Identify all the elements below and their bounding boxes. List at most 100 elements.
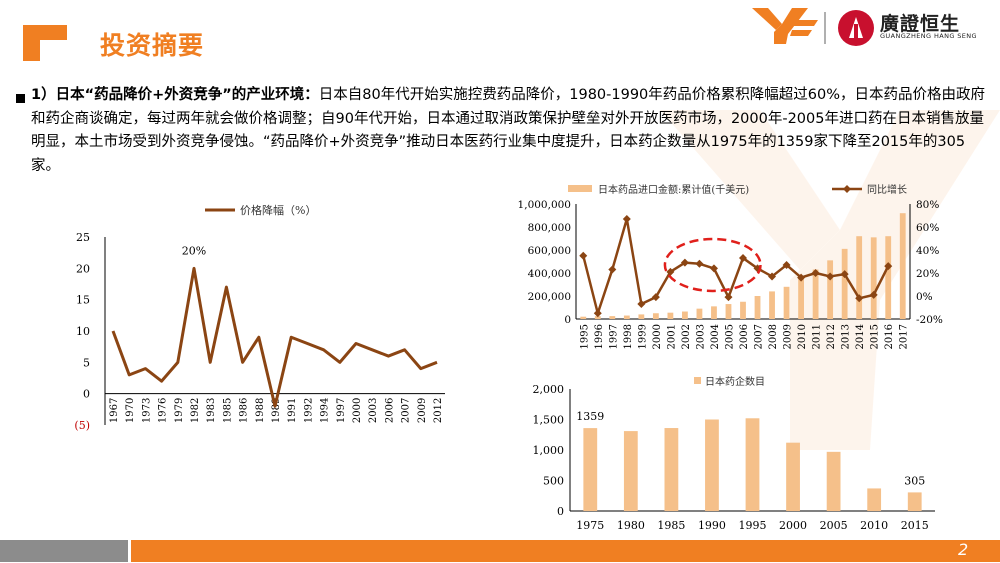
y-left-tick-label: 600,000 — [528, 245, 571, 257]
y-left-tick-label: 400,000 — [528, 268, 571, 280]
import-bar — [711, 306, 717, 319]
x-tick-label: 1979 — [174, 398, 185, 423]
x-tick-label: 1991 — [287, 398, 298, 423]
x-tick-label: 2009 — [417, 398, 428, 423]
x-tick-label: 1985 — [222, 398, 233, 423]
x-tick-label: 1976 — [158, 398, 169, 423]
footer-orange-bar — [131, 540, 1000, 562]
company-logo-subtext: GUANGZHENG HANG SENG — [880, 32, 977, 40]
price-decline-chart: 价格降幅（%） 25 20 15 10 5 0 (5) 1967 1970 1973 1976 1979… — [74, 203, 445, 432]
y-tick-label: 2,000 — [533, 383, 565, 396]
y-right-tick-label: 20% — [916, 268, 939, 280]
x-tick-label: 2006 — [384, 398, 395, 423]
y-tick-label: 500 — [543, 475, 564, 488]
company-count-bar — [826, 451, 841, 511]
y-tick-label: 10 — [76, 325, 90, 338]
y-left-tick-label: 800,000 — [528, 222, 571, 234]
x-tick-label: 2005 — [820, 519, 848, 532]
price-decline-line — [111, 266, 438, 408]
company-count-bar — [907, 492, 922, 511]
x-tick-label: 2006 — [739, 324, 750, 349]
pharma-company-count-chart: 日本药企数目 2,000 1,500 1,000 500 0 1359 1975 1980 198… — [533, 375, 935, 532]
x-tick-label: 1982 — [190, 398, 201, 423]
y-tick-label: (5) — [74, 419, 90, 432]
import-bar — [812, 269, 819, 319]
data-label: 20% — [182, 244, 206, 257]
x-tick-label: 2008 — [768, 324, 779, 349]
import-bar — [754, 296, 761, 319]
x-tick-label: 1994 — [320, 398, 331, 423]
import-bar — [899, 213, 906, 319]
y-left-tick-label: 0 — [564, 314, 571, 326]
import-bar — [667, 312, 674, 319]
import-bar — [740, 301, 746, 319]
y-right-tick-label: 40% — [916, 245, 939, 257]
x-tick-label: 1992 — [303, 398, 314, 423]
legend-marker — [843, 185, 851, 193]
import-value-chart: 日本药品进口金额:累计值(千美元) 同比增长 1,000,000 800,000 600… — [518, 183, 943, 349]
yoy-point — [768, 272, 777, 281]
y-right-tick-label: 0% — [916, 291, 933, 303]
import-bar — [623, 315, 630, 319]
company-count-bar — [623, 431, 638, 511]
import-bar — [856, 236, 863, 319]
x-tick-label: 2000 — [779, 519, 807, 532]
import-bar — [682, 311, 688, 319]
x-tick-label: 1967 — [109, 398, 120, 423]
x-tick-label: 2003 — [695, 324, 706, 349]
yoy-point — [855, 294, 864, 303]
x-tick-label: 2003 — [368, 398, 379, 423]
x-tick-label: 1983 — [206, 398, 217, 423]
yoy-point — [695, 259, 704, 268]
page-title: 投资摘要 — [100, 31, 205, 60]
legend-label: 日本药企数目 — [705, 375, 765, 388]
company-count-bar — [664, 428, 679, 511]
y-tick-label: 1,500 — [533, 414, 565, 427]
import-bar — [652, 313, 659, 319]
legend-label: 日本药品进口金额:累计值(千美元) — [598, 183, 749, 196]
x-tick-label: 2000 — [652, 324, 663, 349]
yoy-point — [666, 267, 675, 276]
yoy-point — [680, 258, 689, 267]
yoy-point — [797, 273, 806, 282]
company-count-bar — [745, 418, 760, 511]
x-tick-label: 2010 — [860, 519, 888, 532]
company-count-bar — [583, 428, 598, 511]
page-number: 2 — [958, 540, 969, 559]
x-tick-label: 2015 — [901, 519, 929, 532]
x-tick-label: 2012 — [433, 398, 444, 423]
company-count-bar — [867, 488, 882, 511]
import-bar — [870, 237, 877, 319]
summary-paragraph: 1）日本“药品降价+外资竞争”的产业环境：日本自80年代开始实施控费药品降价，1… — [31, 84, 993, 178]
bullet-marker — [16, 94, 25, 103]
legend-swatch — [694, 377, 701, 384]
import-bar — [594, 316, 601, 319]
import-bar — [841, 248, 848, 319]
ye-logo-icon — [752, 8, 818, 44]
yoy-point — [709, 264, 718, 273]
x-tick-label: 1975 — [576, 519, 604, 532]
footer-grey-bar — [0, 540, 128, 562]
yoy-point — [884, 262, 893, 271]
x-tick-label: 1997 — [336, 398, 347, 423]
data-label: 1359 — [576, 410, 604, 423]
legend-swatch — [568, 185, 592, 192]
highlight-ellipse — [663, 237, 762, 293]
legend-label: 同比增长 — [867, 183, 907, 196]
yoy-point — [579, 251, 588, 260]
import-bar — [696, 308, 703, 319]
x-tick-label: 1996 — [594, 324, 605, 349]
x-tick-label: 2007 — [401, 398, 412, 423]
y-right-tick-label: -20% — [916, 314, 943, 326]
x-tick-label: 2005 — [724, 324, 735, 349]
x-tick-label: 2014 — [855, 324, 866, 349]
x-tick-label: 1985 — [657, 519, 685, 532]
y-right-tick-label: 80% — [916, 199, 939, 211]
y-left-tick-label: 1,000,000 — [518, 199, 571, 211]
yoy-point — [608, 265, 617, 274]
x-tick-label: 2007 — [754, 324, 765, 349]
y-tick-label: 1,000 — [533, 444, 565, 457]
import-bar — [885, 236, 892, 319]
x-tick-label: 2000 — [352, 398, 363, 423]
yoy-point — [782, 260, 791, 269]
